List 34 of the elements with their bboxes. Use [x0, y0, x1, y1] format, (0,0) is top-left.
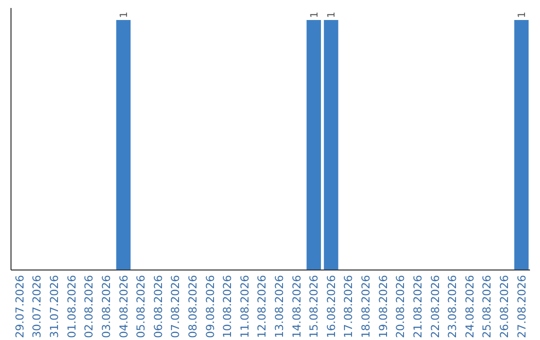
- x-tick-label: 25.08.2026: [480, 275, 494, 338]
- x-tick-label: 29.07.2026: [13, 275, 26, 338]
- x-tick-label: 26.08.2026: [498, 275, 511, 338]
- x-tick-label: 08.08.2026: [186, 275, 200, 338]
- x-tick-label: 22.08.2026: [428, 275, 442, 338]
- data-label: 1: [326, 12, 338, 18]
- x-tick-label: 16.08.2026: [324, 275, 338, 338]
- x-tick-label: 11.08.2026: [238, 275, 252, 338]
- x-tick-label: 15.08.2026: [308, 275, 321, 338]
- data-label: 1: [309, 12, 320, 18]
- data-label: 1: [516, 12, 528, 18]
- x-tick-label: 13.08.2026: [273, 275, 286, 338]
- x-tick-label: 07.08.2026: [169, 275, 182, 338]
- x-tick-label: 31.07.2026: [48, 275, 62, 338]
- x-tick-label: 17.08.2026: [342, 275, 356, 338]
- x-tick-label: 24.08.2026: [463, 275, 476, 338]
- x-tick-label: 23.08.2026: [446, 275, 460, 338]
- x-tick-label: 04.08.2026: [117, 275, 130, 338]
- x-tick-label: 18.08.2026: [360, 275, 373, 338]
- x-tick-label: 30.07.2026: [30, 275, 44, 338]
- x-tick-label: 09.08.2026: [204, 275, 217, 338]
- x-tick-label: 21.08.2026: [411, 275, 424, 338]
- x-tick-label: 10.08.2026: [221, 275, 234, 338]
- x-tick-label: 12.08.2026: [256, 275, 269, 338]
- x-tick-label: 19.08.2026: [376, 275, 390, 338]
- x-tick-label: 14.08.2026: [290, 275, 304, 338]
- x-tick-label: 20.08.2026: [394, 275, 408, 338]
- x-tick-label: 01.08.2026: [65, 275, 78, 338]
- x-tick-label: 03.08.2026: [100, 275, 113, 338]
- x-tick-label: 05.08.2026: [134, 275, 148, 338]
- x-tick-label: 02.08.2026: [82, 275, 96, 338]
- data-label: 1: [118, 12, 130, 18]
- x-tick-label: 06.08.2026: [152, 275, 165, 338]
- x-tick-label: 27.08.2026: [515, 275, 528, 338]
